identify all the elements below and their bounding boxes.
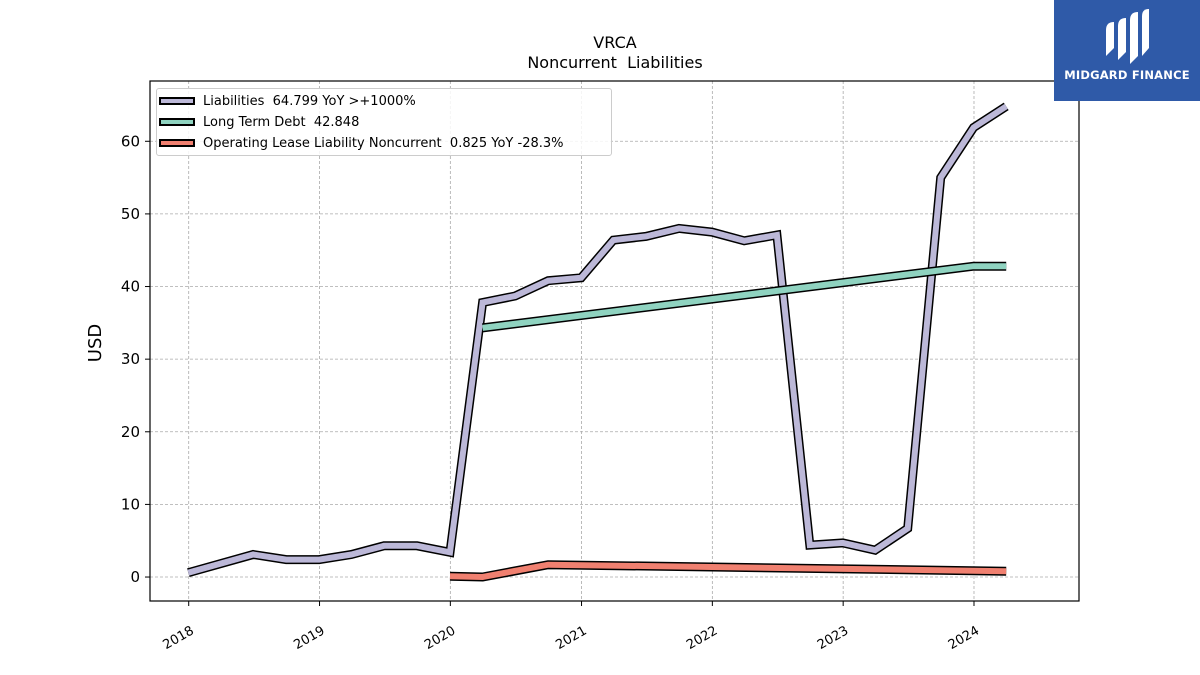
x-tick-label: 2019 <box>291 623 327 653</box>
legend-item-liabilities: Liabilities 64.799 YoY >+1000% <box>157 91 416 111</box>
y-tick-label: 60 <box>121 132 140 150</box>
legend-item-long-term-debt: Long Term Debt 42.848 <box>157 112 359 132</box>
chart-title: VRCA <box>593 33 637 52</box>
series-line-long-term-debt <box>482 263 1007 331</box>
legend-swatch-liabilities <box>159 97 195 105</box>
x-tick-label: 2024 <box>946 623 982 653</box>
y-tick-label: 10 <box>121 495 140 513</box>
y-tick-label: 50 <box>121 205 140 223</box>
legend-swatch-long-term-debt <box>159 118 195 126</box>
x-ticks: 2018 2019 2020 2021 2022 2023 2024 <box>161 601 982 653</box>
y-axis-label: USD <box>85 324 106 362</box>
y-tick-label: 20 <box>121 423 140 441</box>
series-lines <box>187 102 1009 582</box>
legend-label-long-term-debt: Long Term Debt 42.848 <box>203 114 360 130</box>
series-line-operating-lease-liability-noncurrent <box>449 561 1007 581</box>
x-tick-label: 2020 <box>422 623 458 653</box>
x-tick-label: 2018 <box>161 623 197 653</box>
y-ticks: 0 10 20 30 40 50 60 <box>121 132 150 586</box>
legend-item-operating-lease: Operating Lease Liability Noncurrent 0.8… <box>157 133 564 153</box>
series-line-liabilities <box>187 103 1008 576</box>
chart-legend: Liabilities 64.799 YoY >+1000% Long Term… <box>156 88 612 156</box>
series-outline-liabilities <box>187 102 1009 578</box>
y-tick-label: 40 <box>121 278 140 296</box>
midgard-logo-icon <box>1106 9 1149 64</box>
legend-label-operating-lease: Operating Lease Liability Noncurrent 0.8… <box>203 135 564 151</box>
x-tick-label: 2022 <box>684 623 720 653</box>
grid-lines <box>150 81 1079 601</box>
plot-frame <box>149 80 1080 602</box>
chart-subtitle: Noncurrent Liabilities <box>527 53 703 72</box>
legend-label-liabilities: Liabilities 64.799 YoY >+1000% <box>203 93 416 109</box>
y-tick-label: 30 <box>121 350 140 368</box>
legend-swatch-operating-lease <box>159 139 195 147</box>
y-tick-label: 0 <box>130 568 140 586</box>
midgard-logo: MIDGARD FINANCE <box>1054 0 1200 101</box>
logo-text: MIDGARD FINANCE <box>1064 68 1190 82</box>
x-tick-label: 2023 <box>815 623 851 653</box>
x-tick-label: 2021 <box>553 623 589 653</box>
